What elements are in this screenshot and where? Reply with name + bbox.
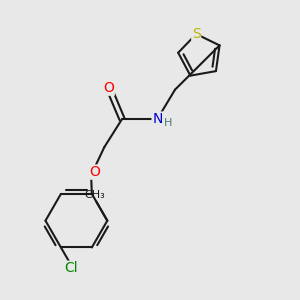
Text: H: H	[164, 118, 173, 128]
Text: CH₃: CH₃	[84, 190, 105, 200]
Text: S: S	[192, 27, 201, 41]
Text: O: O	[103, 81, 114, 95]
Text: Cl: Cl	[64, 261, 78, 275]
Text: N: N	[152, 112, 163, 126]
Text: O: O	[89, 165, 100, 179]
